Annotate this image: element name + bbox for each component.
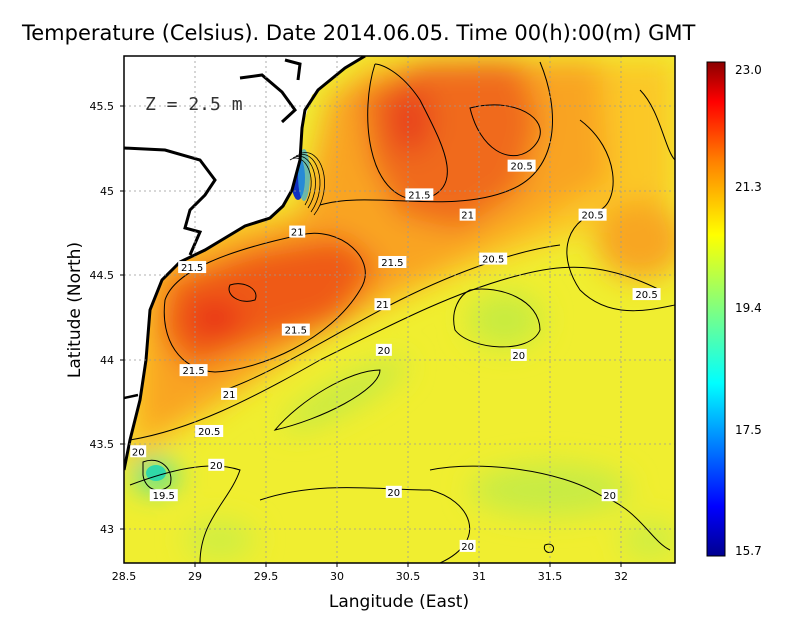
colorbar-tick-label: 15.7 bbox=[735, 544, 762, 558]
contour-label: 21.5 bbox=[408, 190, 430, 201]
colorbar-tick-label: 23.0 bbox=[735, 63, 762, 77]
x-tick-label: 32 bbox=[614, 570, 628, 583]
contour-label-bg bbox=[221, 387, 238, 400]
contour-label: 20.5 bbox=[635, 290, 657, 301]
contour-label: 20 bbox=[603, 491, 616, 502]
contour-label-bg bbox=[601, 489, 618, 502]
contour-label: 20.5 bbox=[198, 427, 220, 438]
colorbar-tick-label: 19.4 bbox=[735, 301, 762, 315]
x-tick-label: 29 bbox=[188, 570, 202, 583]
y-tick-label: 45.5 bbox=[90, 100, 115, 113]
contour-labels: 20.5 21.5 21 20.5 21 21.5 21.5 20.5 20.5 21 21.5 20… bbox=[130, 159, 661, 553]
contour-label: 20.5 bbox=[581, 211, 603, 222]
contour-label-bg bbox=[479, 252, 508, 265]
contour-label-bg bbox=[378, 255, 407, 268]
contour-label-bg bbox=[179, 364, 208, 377]
y-tick-label: 43 bbox=[100, 523, 114, 536]
x-tick-label: 29.5 bbox=[254, 570, 279, 583]
contour-label-bg bbox=[405, 188, 434, 201]
contour-label-bg bbox=[281, 323, 310, 336]
y-axis-label: Latitude (North) bbox=[65, 242, 85, 378]
contour-label-bg bbox=[178, 261, 207, 274]
contour-label-bg bbox=[289, 225, 306, 238]
x-axis-label: Langitude (East) bbox=[329, 592, 469, 612]
x-tick-label: 28.5 bbox=[112, 570, 137, 583]
grid-lines bbox=[124, 56, 675, 563]
map-title: Temperature (Celsius). Date 2014.06.05. … bbox=[21, 21, 696, 45]
colorbar-tick-label: 17.5 bbox=[735, 423, 762, 437]
contour-label-bg bbox=[459, 208, 476, 221]
contour-label-bg bbox=[374, 298, 391, 311]
contour-label: 20.5 bbox=[510, 162, 532, 173]
x-tick-label: 31 bbox=[472, 570, 486, 583]
contour-label: 19.5 bbox=[153, 491, 175, 502]
temperature-field: 20.5 21.5 21 20.5 21 21.5 21.5 20.5 20.5 21 21.5 20… bbox=[124, 56, 675, 563]
contour-label-bg bbox=[385, 485, 402, 498]
contour-label: 20 bbox=[387, 488, 400, 499]
y-tick-label: 44.5 bbox=[90, 269, 115, 282]
contour-label: 21 bbox=[291, 228, 304, 239]
contour-lines bbox=[129, 61, 675, 563]
contour-label: 20 bbox=[377, 346, 390, 357]
land-mass bbox=[124, 56, 365, 470]
contour-label-bg bbox=[632, 288, 661, 301]
colorbar-tick-label: 21.3 bbox=[735, 180, 762, 194]
contour-label-bg bbox=[510, 348, 527, 361]
x-tick-label: 30.5 bbox=[396, 570, 421, 583]
y-tick-label: 45 bbox=[100, 185, 114, 198]
contour-label-bg bbox=[130, 445, 147, 458]
contour-label-bg bbox=[149, 489, 178, 502]
contour-label: 21 bbox=[223, 390, 236, 401]
contour-label-bg bbox=[195, 424, 224, 437]
colorbar-gradient bbox=[706, 61, 726, 557]
contour-label: 20.5 bbox=[482, 255, 504, 266]
contour-label: 20 bbox=[210, 461, 223, 472]
x-tick-label: 30 bbox=[330, 570, 344, 583]
y-tick-label: 44 bbox=[100, 354, 114, 367]
depth-label: Z = 2.5 m bbox=[145, 94, 243, 115]
y-tick-labels: 43 43.5 44 44.5 45 45.5 bbox=[90, 100, 115, 536]
contour-label: 21.5 bbox=[182, 366, 204, 377]
contour-label: 21 bbox=[461, 211, 474, 222]
contour-label: 21.5 bbox=[285, 326, 307, 337]
contour-label: 21 bbox=[376, 300, 389, 311]
y-tick-label: 43.5 bbox=[90, 438, 115, 451]
contour-label: 21.5 bbox=[381, 258, 403, 269]
contour-label-bg bbox=[208, 458, 225, 471]
colorbar: 23.0 21.3 19.4 17.5 15.7 bbox=[706, 61, 762, 558]
contour-label-bg bbox=[507, 159, 536, 172]
contour-label: 20 bbox=[512, 351, 525, 362]
contour-label-bg bbox=[375, 343, 392, 356]
contour-label-bg bbox=[578, 208, 607, 221]
contour-label: 20 bbox=[461, 542, 474, 553]
contour-label-bg bbox=[459, 539, 476, 552]
x-tick-labels: 28.5 29 29.5 30 30.5 31 31.5 32 bbox=[112, 570, 628, 583]
plot-frame bbox=[123, 55, 676, 564]
contour-label: 21.5 bbox=[181, 263, 203, 274]
x-tick-label: 31.5 bbox=[538, 570, 563, 583]
contour-label: 20 bbox=[132, 447, 145, 458]
